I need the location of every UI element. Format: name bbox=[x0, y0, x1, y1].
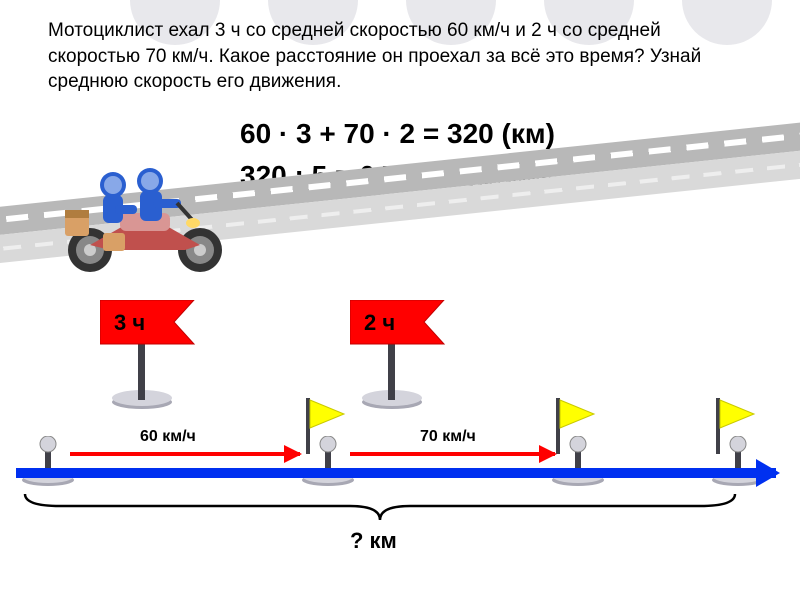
marker-2 bbox=[300, 436, 356, 486]
motorcycle-icon bbox=[55, 155, 235, 275]
marker-1 bbox=[20, 436, 76, 486]
question-distance: ? км bbox=[350, 528, 397, 554]
brace bbox=[20, 492, 740, 522]
formula-distance: 60 · 3 + 70 · 2 = 320 (км) bbox=[240, 118, 555, 150]
speed-label-1: 60 км/ч bbox=[140, 428, 196, 446]
flag-time-2: 2 ч bbox=[350, 300, 470, 410]
flag-time-1-label: 3 ч bbox=[114, 310, 145, 336]
speed-label-2: 70 км/ч bbox=[420, 428, 476, 446]
speed-arrow-2 bbox=[350, 452, 555, 456]
speed-arrow-1 bbox=[70, 452, 300, 456]
marker-3 bbox=[550, 436, 606, 486]
problem-statement: Мотоциклист ехал 3 ч со средней скорость… bbox=[48, 18, 758, 95]
flag-time-1: 3 ч bbox=[100, 300, 220, 410]
flag-time-2-label: 2 ч bbox=[364, 310, 395, 336]
number-line-axis bbox=[16, 468, 776, 478]
